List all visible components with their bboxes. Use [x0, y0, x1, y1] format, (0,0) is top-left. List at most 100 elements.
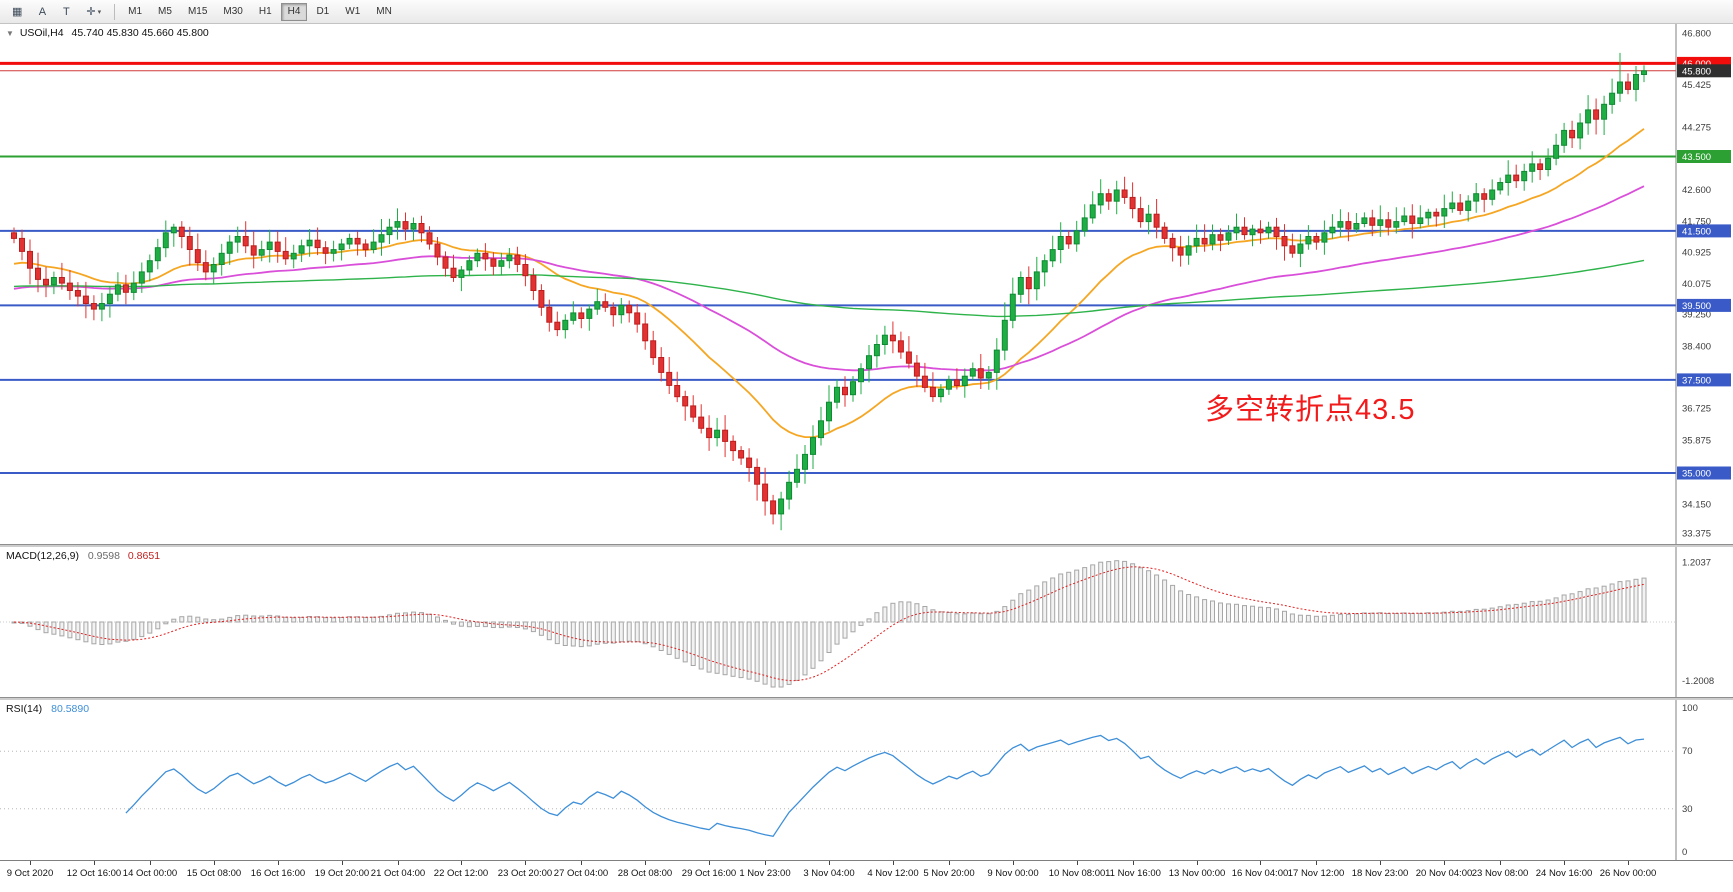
timeframe-button-h4[interactable]: H4 — [280, 2, 308, 21]
svg-text:45.800: 45.800 — [1682, 66, 1711, 77]
time-axis[interactable]: 9 Oct 2020 12 Oct 16:00 14 Oct 00:00 15 Oct… — [0, 860, 1733, 892]
time-axis-tick — [398, 861, 399, 865]
svg-text:45.425: 45.425 — [1682, 80, 1711, 91]
svg-text:1.2037: 1.2037 — [1682, 558, 1711, 569]
time-axis-label: 17 Nov 12:00 — [1287, 868, 1345, 879]
time-axis-label: 13 Nov 00:00 — [1168, 868, 1226, 879]
timeframe-button-mn[interactable]: MN — [369, 3, 399, 21]
svg-text:70: 70 — [1682, 746, 1693, 757]
time-axis-label: 16 Nov 04:00 — [1231, 868, 1289, 879]
time-axis-tick — [1077, 861, 1078, 865]
time-axis-tick — [461, 861, 462, 865]
time-axis-tick — [1380, 861, 1381, 865]
timeframe-button-h1[interactable]: H1 — [252, 3, 279, 21]
svg-text:35.875: 35.875 — [1682, 435, 1711, 446]
dropdown-caret-icon[interactable]: ▾ — [97, 8, 102, 16]
macd-main-value: 0.9598 — [87, 550, 120, 562]
svg-text:35.000: 35.000 — [1682, 469, 1711, 480]
font-tool-icon[interactable]: A — [31, 2, 53, 22]
time-axis-label: 22 Oct 12:00 — [433, 868, 489, 879]
time-axis-tick — [1316, 861, 1317, 865]
time-axis-label: 29 Oct 16:00 — [681, 868, 737, 879]
time-axis-tick — [278, 861, 279, 865]
time-axis-tick — [581, 861, 582, 865]
time-axis-label: 28 Oct 08:00 — [617, 868, 673, 879]
time-axis-label: 4 Nov 12:00 — [867, 868, 919, 879]
time-axis-tick — [1444, 861, 1445, 865]
time-axis-label: 12 Oct 16:00 — [66, 868, 122, 879]
one-click-trading-caret-icon[interactable]: ▼ — [6, 29, 14, 38]
svg-text:38.400: 38.400 — [1682, 341, 1711, 352]
rsi-header: RSI(14) 80.5890 — [6, 703, 89, 715]
time-axis-label: 9 Oct 2020 — [6, 868, 54, 879]
macd-panel: 1.2037 -1.2008 MACD(12,26,9) 0.9598 0.865… — [0, 547, 1733, 697]
panel-separator[interactable] — [0, 544, 1733, 547]
time-axis-tick — [1013, 861, 1014, 865]
time-axis-label: 1 Nov 23:00 — [739, 868, 791, 879]
time-axis-tick — [893, 861, 894, 865]
svg-text:34.150: 34.150 — [1682, 500, 1711, 511]
time-axis-label: 19 Oct 20:00 — [314, 868, 370, 879]
time-axis-label: 18 Nov 23:00 — [1351, 868, 1409, 879]
macd-header: MACD(12,26,9) 0.9598 0.8651 — [6, 550, 160, 562]
timeframe-button-d1[interactable]: D1 — [309, 3, 336, 21]
toolbar-icon-group: ▦ A T ✛ ▾ — [4, 2, 109, 22]
svg-text:43.500: 43.500 — [1682, 152, 1711, 163]
main-chart-panel: 46.800 45.425 44.275 42.600 41.750 40.925 40.0… — [0, 24, 1733, 544]
time-axis-label: 3 Nov 04:00 — [803, 868, 855, 879]
time-axis-tick — [1628, 861, 1629, 865]
time-axis-tick — [1500, 861, 1501, 865]
text-frame-icon[interactable]: T — [55, 2, 77, 22]
svg-text:42.600: 42.600 — [1682, 185, 1711, 196]
time-axis-tick — [525, 861, 526, 865]
time-axis-tick — [645, 861, 646, 865]
time-axis-tick — [1133, 861, 1134, 865]
svg-text:-1.2008: -1.2008 — [1682, 676, 1714, 687]
chart-ohlc-header: ▼ USOil,H4 45.740 45.830 45.660 45.800 — [6, 27, 209, 39]
rsi-canvas[interactable]: 100 70 30 0 — [0, 700, 1733, 860]
svg-text:0: 0 — [1682, 847, 1687, 858]
ohlc-values: 45.740 45.830 45.660 45.800 — [71, 27, 209, 39]
timeframe-button-m5[interactable]: M5 — [151, 3, 179, 21]
timeframe-button-m15[interactable]: M15 — [181, 3, 214, 21]
time-axis-label: 15 Oct 08:00 — [186, 868, 242, 879]
macd-label: MACD(12,26,9) — [6, 550, 79, 562]
time-axis-label: 20 Nov 04:00 — [1415, 868, 1473, 879]
macd-canvas[interactable]: 1.2037 -1.2008 — [0, 547, 1733, 697]
toolbar: ▦ A T ✛ ▾ M1 M5 M15 M30 H1 H4 D1 W1 MN — [0, 0, 1733, 24]
svg-text:41.750: 41.750 — [1682, 217, 1711, 228]
svg-text:39.500: 39.500 — [1682, 301, 1711, 312]
svg-text:36.725: 36.725 — [1682, 404, 1711, 415]
time-axis-tick — [342, 861, 343, 865]
time-axis-tick — [30, 861, 31, 865]
time-axis-label: 23 Nov 08:00 — [1471, 868, 1529, 879]
svg-text:44.275: 44.275 — [1682, 123, 1711, 134]
rsi-panel: 100 70 30 0 RSI(14) 80.5890 — [0, 700, 1733, 860]
main-chart-canvas[interactable]: 46.800 45.425 44.275 42.600 41.750 40.925 40.0… — [0, 24, 1733, 544]
timeframe-button-m30[interactable]: M30 — [216, 3, 249, 21]
svg-text:40.925: 40.925 — [1682, 247, 1711, 258]
time-axis-label: 16 Oct 16:00 — [250, 868, 306, 879]
time-axis-label: 23 Oct 20:00 — [497, 868, 553, 879]
time-axis-label: 9 Nov 00:00 — [987, 868, 1039, 879]
macd-signal-value: 0.8651 — [127, 550, 161, 562]
rsi-label: RSI(14) — [6, 703, 43, 715]
panel-separator[interactable] — [0, 697, 1733, 700]
time-axis-label: 21 Oct 04:00 — [370, 868, 426, 879]
svg-text:46.800: 46.800 — [1682, 29, 1711, 40]
time-axis-label: 5 Nov 20:00 — [923, 868, 975, 879]
charts-grid-icon[interactable]: ▦ — [5, 2, 29, 22]
timeframe-button-m1[interactable]: M1 — [121, 3, 149, 21]
svg-text:41.500: 41.500 — [1682, 226, 1711, 237]
time-axis-tick — [829, 861, 830, 865]
time-axis-label: 26 Nov 00:00 — [1599, 868, 1657, 879]
svg-text:39.250: 39.250 — [1682, 310, 1711, 321]
chart-annotation-text[interactable]: 多空转折点43.5 — [1205, 394, 1416, 426]
timeframe-button-w1[interactable]: W1 — [338, 3, 367, 21]
toolbar-separator — [114, 3, 116, 20]
rsi-value: 80.5890 — [51, 703, 90, 715]
time-axis-tick — [214, 861, 215, 865]
time-axis-tick — [709, 861, 710, 865]
draw-cursor-icon[interactable]: ✛ ▾ — [79, 2, 108, 22]
